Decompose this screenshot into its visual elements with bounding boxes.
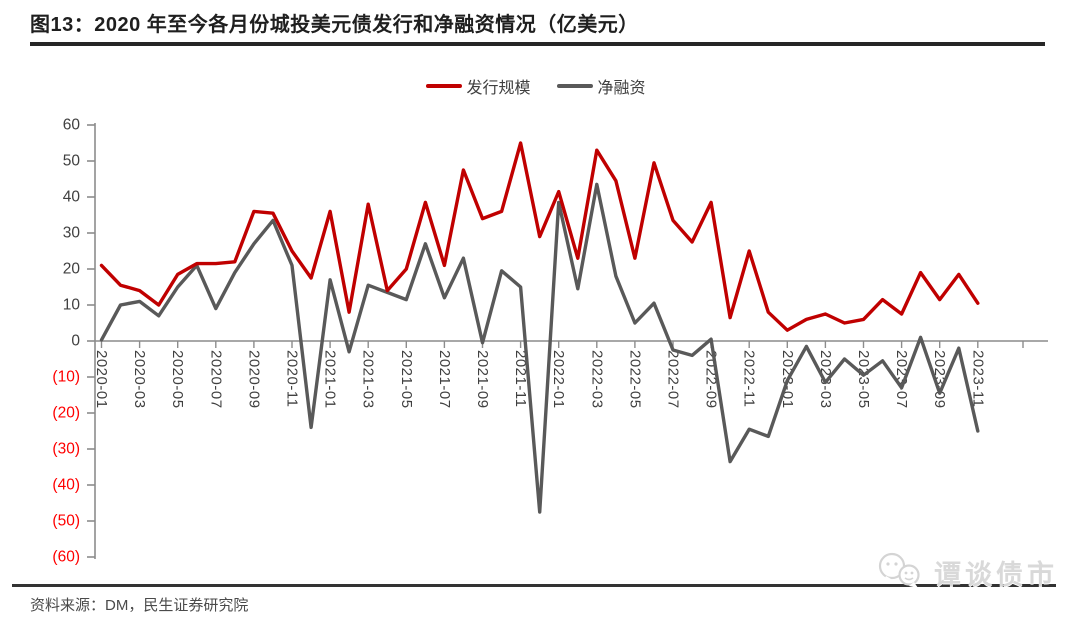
y-axis-label: 50 bbox=[63, 153, 81, 170]
issuance-line-swatch bbox=[425, 84, 462, 88]
y-axis-label: 60 bbox=[63, 117, 81, 134]
y-axis-label: (30) bbox=[52, 441, 80, 458]
y-axis-label: (50) bbox=[52, 513, 80, 530]
x-axis-label: 2023-07 bbox=[893, 350, 910, 409]
x-axis-label: 2022-11 bbox=[741, 350, 758, 407]
net-financing-line-swatch bbox=[556, 84, 593, 88]
y-axis-label: 40 bbox=[63, 189, 81, 206]
y-axis-label: 20 bbox=[63, 261, 81, 278]
x-axis-label: 2022-03 bbox=[588, 350, 605, 409]
legend-label-issuance: 发行规模 bbox=[466, 80, 531, 97]
y-axis-label: 10 bbox=[63, 297, 81, 314]
legend-item-net-financing: 净融资 bbox=[556, 74, 646, 98]
y-axis-label: (40) bbox=[52, 477, 80, 494]
y-axis-label: 30 bbox=[63, 225, 81, 242]
x-axis-label: 2020-01 bbox=[93, 350, 110, 409]
x-axis-label: 2020-05 bbox=[169, 350, 186, 409]
y-axis-label: (20) bbox=[52, 405, 80, 422]
x-axis-label: 2020-11 bbox=[284, 350, 301, 407]
legend-item-issuance: 发行规模 bbox=[425, 74, 531, 98]
y-axis-label: (60) bbox=[52, 549, 80, 566]
x-axis-label: 2022-07 bbox=[665, 350, 682, 409]
x-axis-label: 2021-09 bbox=[474, 350, 491, 409]
x-axis-label: 2021-01 bbox=[322, 350, 339, 409]
source-note: 资料来源：DM，民生证券研究院 bbox=[30, 597, 249, 614]
y-axis-label: (10) bbox=[52, 369, 80, 386]
x-axis-label: 2023-11 bbox=[969, 350, 986, 407]
watermark-logo: 谭谈债市 bbox=[876, 551, 1058, 593]
series-line-发行规模 bbox=[99, 141, 980, 332]
x-axis-label: 2022-05 bbox=[626, 350, 643, 409]
legend-label-net-financing: 净融资 bbox=[597, 80, 646, 97]
x-axis-label: 2021-03 bbox=[360, 350, 377, 409]
x-axis-label: 2021-05 bbox=[398, 350, 415, 409]
chart-title: 图13：2020 年至今各月份城投美元债发行和净融资情况（亿美元） bbox=[30, 14, 639, 36]
chat-bubbles-icon bbox=[878, 552, 920, 588]
x-axis-label: 2021-07 bbox=[436, 350, 453, 409]
title-underline-rule bbox=[30, 42, 1045, 46]
x-axis-label: 2023-09 bbox=[931, 350, 948, 409]
series-line-净融资 bbox=[99, 182, 980, 514]
footer-rule bbox=[12, 584, 1056, 587]
x-axis-label: 2020-07 bbox=[207, 350, 224, 409]
watermark-text: 谭谈债市 bbox=[934, 559, 1058, 590]
chart-legend: 发行规模 净融资 bbox=[425, 74, 646, 98]
x-axis-label: 2022-01 bbox=[550, 350, 567, 409]
x-axis-label: 2020-09 bbox=[245, 350, 262, 409]
x-axis-label: 2023-05 bbox=[855, 350, 872, 409]
x-axis-label: 2021-11 bbox=[512, 350, 529, 407]
y-axis-label: 0 bbox=[71, 333, 80, 350]
x-axis-label: 2020-03 bbox=[131, 350, 148, 409]
